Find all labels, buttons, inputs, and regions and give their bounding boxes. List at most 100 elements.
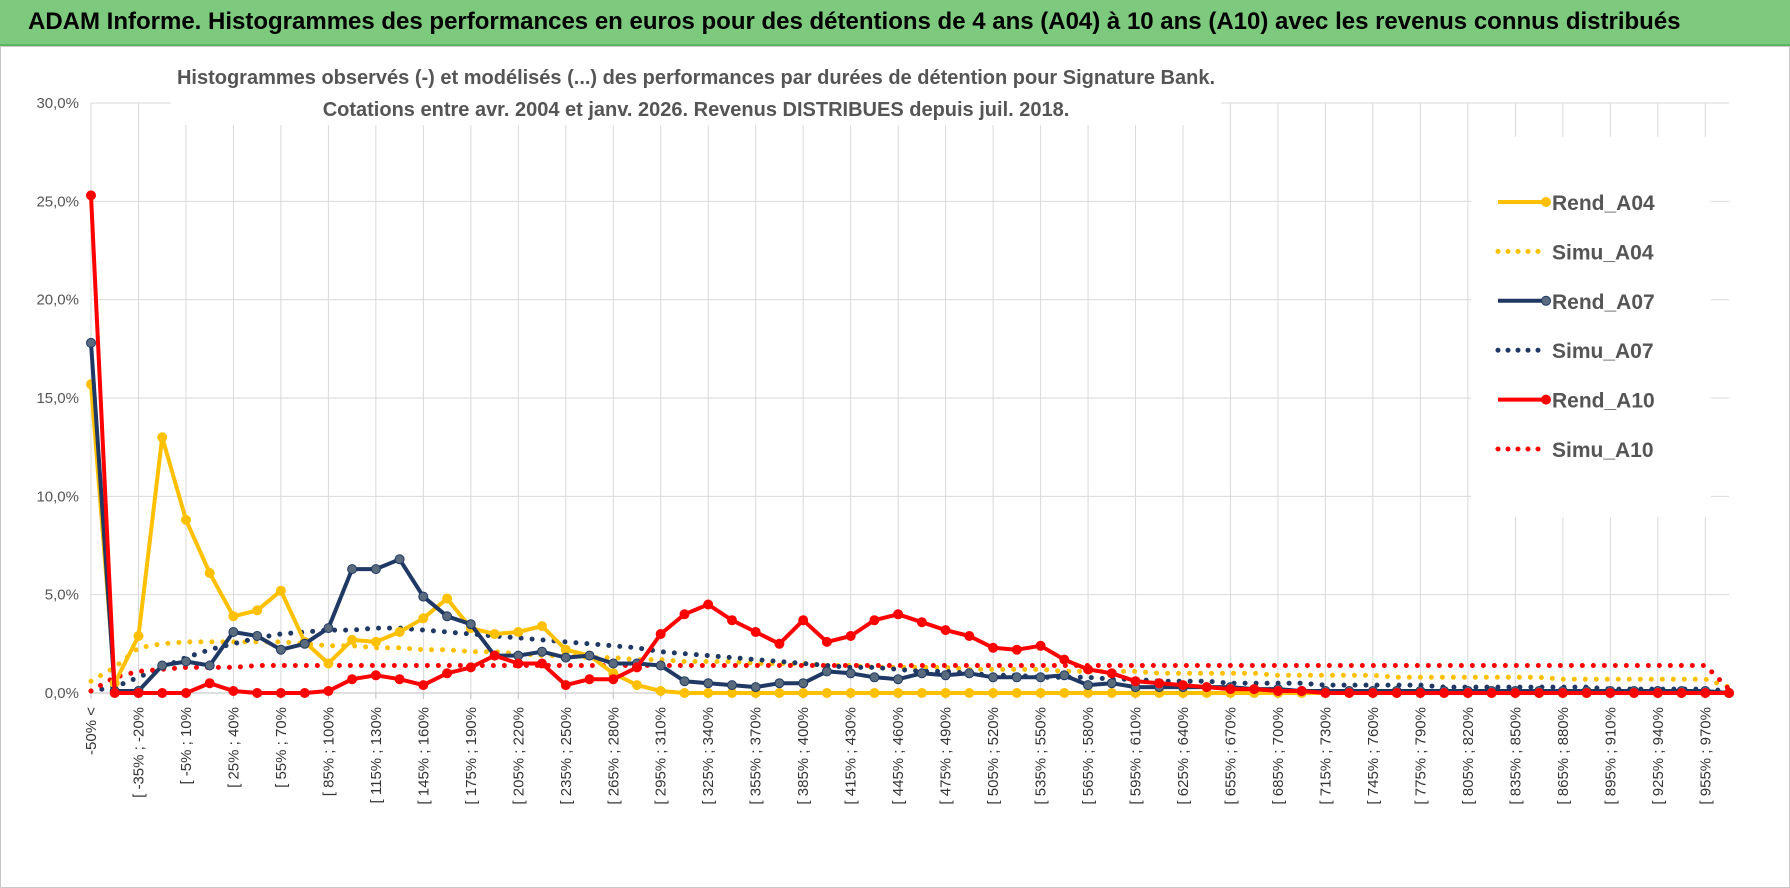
- x-tick-label: [ 355% ; 370%: [748, 707, 765, 805]
- point-Rend_A07: [228, 627, 239, 637]
- x-tick-label: [ 835% ; 850%: [1507, 707, 1524, 805]
- point-Rend_A07: [560, 652, 571, 663]
- point-Rend_A10: [1035, 640, 1046, 651]
- series-Rend_A10: [86, 190, 1734, 698]
- point-Rend_A10: [869, 615, 880, 626]
- series-layer: [86, 190, 1734, 698]
- chart-title: Histogrammes observés (-) et modélisés (…: [177, 67, 1215, 89]
- point-Rend_A07: [442, 611, 453, 622]
- point-Rend_A04: [916, 688, 927, 698]
- point-Rend_A10: [86, 190, 96, 201]
- point-Rend_A04: [133, 631, 144, 641]
- point-Rend_A10: [1083, 664, 1093, 675]
- point-Rend_A04: [442, 593, 453, 604]
- x-tick-label: [ 805% ; 820%: [1460, 707, 1477, 805]
- x-tick-label: [ 655% ; 670%: [1222, 707, 1239, 805]
- point-Rend_A04: [228, 611, 239, 622]
- point-Rend_A10: [1249, 684, 1260, 695]
- x-tick-label: [ 925% ; 940%: [1650, 707, 1667, 805]
- point-Rend_A10: [1225, 684, 1236, 695]
- point-Rend_A10: [774, 638, 785, 649]
- chart-svg: Histogrammes observés (-) et modélisés (…: [36, 59, 1734, 805]
- point-Rend_A07: [275, 644, 286, 655]
- point-Rend_A10: [584, 674, 595, 685]
- point-Rend_A07: [370, 564, 381, 575]
- series-line-Rend_A10: [89, 195, 1729, 695]
- point-Rend_A10: [1154, 678, 1165, 689]
- point-Rend_A10: [109, 688, 120, 698]
- series-line-Simu_A04: [88, 639, 1732, 690]
- point-Rend_A07: [798, 678, 809, 689]
- x-tick-label: [ 85% ; 100%: [320, 707, 337, 796]
- point-Rend_A07: [537, 646, 547, 657]
- point-Rend_A04: [204, 568, 215, 578]
- legend-marker-Rend_A07: [1541, 295, 1551, 306]
- legend-label-Rend_A04: Rend_A04: [1552, 192, 1655, 215]
- x-tick-label: [ 745% ; 760%: [1365, 707, 1382, 805]
- point-Rend_A07: [916, 668, 927, 679]
- point-Rend_A07: [1011, 672, 1022, 683]
- point-Rend_A10: [1462, 688, 1473, 698]
- point-Rend_A10: [1130, 676, 1141, 687]
- x-tick-label: [ 595% ; 610%: [1128, 707, 1145, 805]
- x-tick-label: [ 295% ; 310%: [653, 707, 670, 805]
- point-Rend_A04: [1011, 688, 1022, 698]
- x-tick-label: [ 25% ; 40%: [225, 707, 242, 788]
- y-tick-label: 10,0%: [36, 488, 79, 505]
- point-Rend_A10: [1557, 688, 1568, 698]
- point-Rend_A10: [133, 688, 144, 698]
- point-Rend_A07: [299, 638, 310, 649]
- point-Rend_A04: [370, 636, 381, 647]
- point-Rend_A07: [703, 678, 714, 689]
- point-Rend_A07: [869, 672, 880, 683]
- point-Rend_A04: [632, 680, 642, 691]
- x-tick-label: [ 955% ; 970%: [1697, 707, 1714, 805]
- point-Rend_A04: [1035, 688, 1046, 698]
- point-Rend_A10: [1486, 688, 1497, 698]
- point-Rend_A10: [465, 662, 476, 673]
- point-Rend_A07: [774, 678, 785, 689]
- point-Rend_A10: [299, 688, 310, 698]
- point-Rend_A10: [394, 674, 405, 685]
- point-Rend_A07: [323, 623, 334, 634]
- point-Rend_A10: [370, 670, 381, 681]
- point-Rend_A07: [750, 682, 761, 693]
- legend: Rend_A04 Simu_A04 Rend_A07 Simu_A07 Rend_A10…: [1471, 137, 1711, 517]
- point-Rend_A10: [1011, 644, 1022, 655]
- point-Rend_A07: [347, 564, 358, 575]
- legend-label-Simu_A10: Simu_A10: [1552, 439, 1654, 462]
- point-Rend_A10: [513, 658, 524, 669]
- point-Rend_A10: [537, 658, 547, 669]
- point-Rend_A04: [703, 688, 714, 698]
- point-Rend_A04: [869, 688, 880, 698]
- point-Rend_A07: [181, 656, 191, 667]
- point-Rend_A04: [893, 688, 904, 698]
- series-Simu_A07: [88, 625, 1732, 694]
- point-Rend_A10: [964, 631, 975, 641]
- point-Rend_A10: [489, 650, 500, 661]
- point-Rend_A10: [157, 688, 168, 698]
- point-Rend_A07: [608, 658, 619, 669]
- banner-title: ADAM Informe. Histogrammes des performan…: [0, 0, 1790, 46]
- point-Rend_A10: [181, 688, 191, 698]
- x-tick-label: [ 535% ; 550%: [1033, 707, 1050, 805]
- point-Rend_A07: [964, 668, 975, 679]
- point-Rend_A07: [1059, 670, 1070, 681]
- point-Rend_A10: [1201, 682, 1212, 693]
- x-axis: -50% < [ -35% ; -20% [ -5% ; 10% [ 25% ; 40…: [83, 692, 1729, 805]
- chart-subtitle: Cotations entre avr. 2004 et janv. 2026.…: [323, 99, 1070, 121]
- point-Rend_A10: [1534, 688, 1545, 698]
- y-tick-label: 0,0%: [45, 685, 79, 702]
- point-Rend_A04: [181, 514, 191, 525]
- point-Rend_A07: [1106, 678, 1117, 689]
- point-Rend_A04: [252, 605, 263, 616]
- point-Rend_A04: [988, 688, 999, 698]
- point-Rend_A10: [893, 609, 904, 620]
- x-tick-label: [ 385% ; 400%: [795, 707, 812, 805]
- point-Rend_A10: [727, 615, 737, 626]
- point-Rend_A07: [394, 554, 405, 565]
- x-tick-label: [ -35% ; -20%: [130, 707, 147, 798]
- series-Simu_A04: [88, 639, 1732, 690]
- point-Rend_A10: [916, 617, 927, 628]
- point-Rend_A04: [1106, 688, 1117, 698]
